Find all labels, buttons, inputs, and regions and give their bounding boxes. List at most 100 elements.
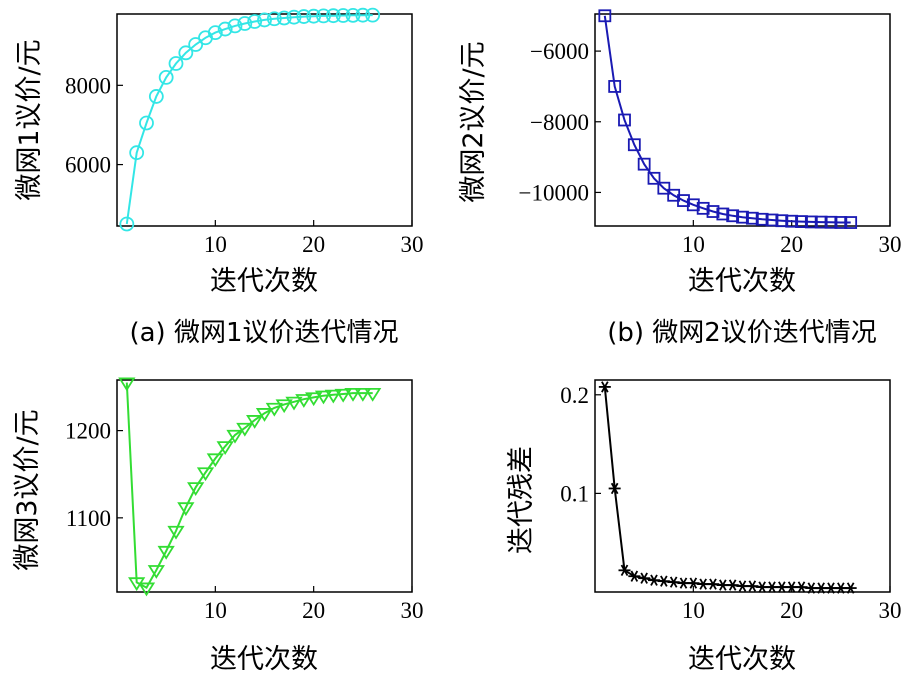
- panel-c-data-point: [196, 467, 215, 482]
- panel-a-caption: (a) 微网1议价迭代情况: [129, 318, 398, 348]
- panel-b-data-point: [785, 214, 799, 228]
- panel-d-xlabel: 迭代次数: [688, 644, 796, 675]
- panel-a-data-point: [237, 16, 253, 31]
- panel-d-plot: [598, 381, 857, 594]
- panel-c-series-line: [125, 382, 373, 589]
- panel-b-data-point: [824, 215, 838, 229]
- panel-a-data-point: [207, 25, 223, 41]
- panel-d-data-point: [618, 564, 631, 576]
- panel-c-data-point: [344, 387, 362, 402]
- panel-c: 10 20 30 1100 1200 迭代次数 微网3议价/元: [12, 377, 424, 675]
- panel-c-ticks: 10 20 30 1100 1200: [65, 419, 424, 623]
- panel-c-data-point: [147, 565, 165, 579]
- panel-b-xtick-label: 10: [682, 232, 705, 257]
- panel-b-data-point: [598, 9, 612, 23]
- panel-a-data-point: [266, 11, 282, 27]
- panel-a-data-point: [286, 9, 302, 25]
- panel-c-data-point: [187, 482, 205, 497]
- panel-b-ytick-label: −8000: [530, 110, 589, 135]
- panel-c-data-point: [236, 422, 254, 437]
- panel-b-data-point: [677, 194, 690, 207]
- panel-d-ticks: 10 20 30 0.1 0.2: [560, 383, 901, 623]
- panel-c-data-point: [324, 389, 342, 404]
- panel-d-ytick-label: 0.2: [560, 383, 589, 408]
- panel-b-data-point: [775, 214, 789, 228]
- panel-a-data-point: [325, 8, 341, 24]
- panel-d-data-point: [648, 574, 660, 586]
- panel-d-data-point: [608, 482, 621, 495]
- panel-c-data-point: [295, 394, 313, 408]
- panel-b-xlabel: 迭代次数: [688, 266, 796, 297]
- panel-b-frame: [594, 13, 891, 227]
- panel-b-data-point: [618, 113, 631, 127]
- panel-b-data-point: [657, 181, 671, 195]
- panel-a-data-point: [276, 10, 292, 26]
- panel-d-data-point: [795, 581, 808, 593]
- panel-a-ytick-label: 8000: [65, 73, 111, 98]
- panel-b-plot: [598, 9, 858, 229]
- panel-b-data-point: [755, 212, 769, 226]
- panel-b: 10 20 30 −10000 −8000 −6000 迭代次数 微网2议价/元 (b) …: [458, 9, 902, 348]
- panel-a-data-point: [178, 45, 194, 61]
- panel-b-data-point: [637, 157, 651, 171]
- panel-c-data-point: [305, 392, 323, 407]
- panel-d-data-point: [707, 578, 719, 590]
- panel-a-data-point: [247, 14, 263, 29]
- panel-c-data-point: [354, 387, 372, 402]
- panel-b-ylabel: 微网2议价/元: [458, 41, 489, 202]
- panel-c-data-point: [265, 402, 283, 417]
- panel-a-data-point: [355, 7, 371, 23]
- panel-d-frame: [594, 379, 891, 593]
- panel-c-xtick-label: 10: [204, 598, 227, 623]
- panel-c-data-point: [206, 453, 224, 468]
- panel-c-data-point: [314, 390, 333, 405]
- panel-b-data-point: [834, 216, 848, 229]
- panel-a-frame: [116, 13, 413, 227]
- panel-a-ylabel: 微网1议价/元: [14, 39, 45, 200]
- panel-b-ytick-label: −6000: [530, 39, 589, 64]
- panel-a-data-point: [139, 115, 154, 131]
- panel-b-data-point: [726, 209, 740, 223]
- panel-b-caption: (b) 微网2议价迭代情况: [607, 318, 877, 348]
- panel-a-data-point: [129, 145, 145, 161]
- panel-a-data-point: [365, 7, 381, 23]
- panel-a-plot: [119, 7, 381, 232]
- panel-c-data-point: [177, 502, 195, 517]
- panel-b-data-point: [745, 211, 759, 225]
- panel-d-data-point: [598, 381, 611, 393]
- panel-c-data-point: [157, 545, 175, 560]
- panel-a-data-point: [345, 7, 361, 23]
- panel-d: 10 20 30 0.1 0.2 迭代次数 迭代残差: [506, 379, 902, 675]
- panel-d-data-point: [657, 575, 670, 587]
- panel-d-data-point: [726, 579, 739, 591]
- panel-c-data-point: [334, 388, 352, 403]
- panel-a-xtick-label: 30: [401, 232, 424, 257]
- panel-a-data-point: [257, 12, 272, 28]
- panel-b-ticks: 10 20 30 −10000 −8000 −6000: [519, 39, 902, 257]
- panel-a-ticks: 10 20 30 6000 8000: [65, 73, 424, 257]
- panel-b-series-line: [603, 15, 851, 224]
- panel-c-data-point: [216, 441, 234, 456]
- panel-a-data-point: [316, 8, 331, 24]
- panel-a-data-point: [217, 21, 233, 37]
- panel-b-data-point: [706, 205, 720, 218]
- panel-a-data-point: [158, 70, 174, 85]
- panel-a-data-point: [335, 8, 351, 23]
- panel-c-ylabel: 微网3议价/元: [12, 409, 43, 570]
- panel-c-data-point: [137, 582, 156, 597]
- panel-b-data-point: [647, 171, 661, 185]
- panel-d-xtick-label: 30: [879, 598, 902, 623]
- panel-b-data-point: [795, 215, 808, 228]
- panel-b-ytick-label: −10000: [519, 180, 589, 205]
- panel-a-xlabel: 迭代次数: [210, 266, 318, 297]
- panel-a-ytick-label: 6000: [65, 153, 111, 178]
- panel-d-ytick-label: 0.1: [560, 481, 589, 506]
- panel-d-data-point: [638, 572, 651, 584]
- panel-c-xtick-label: 30: [401, 598, 424, 623]
- panel-a-data-point: [168, 56, 184, 71]
- panel-b-data-point: [804, 215, 818, 229]
- panel-a-series-line: [125, 14, 373, 225]
- panel-d-data-point: [844, 582, 857, 594]
- panel-c-data-point: [275, 399, 293, 414]
